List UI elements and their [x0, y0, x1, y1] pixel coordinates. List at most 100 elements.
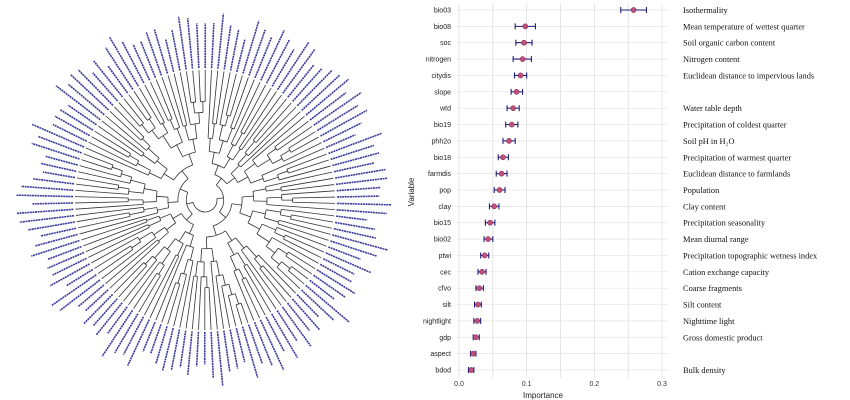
tree-branch: [101, 237, 156, 280]
tree-arc: [145, 218, 148, 223]
tree-arc: [186, 244, 194, 248]
tree-leaf-label-mark: [259, 319, 285, 371]
tree-leaf-label-mark: [229, 29, 240, 71]
tree-branch: [279, 165, 331, 181]
tree-leaf-label-mark: [92, 298, 118, 327]
tree-arc: [274, 146, 278, 151]
tree-branch: [141, 124, 149, 134]
tree-branch: [215, 275, 224, 329]
tree-branch: [186, 213, 193, 221]
tree-leaf-label-mark: [292, 67, 323, 102]
tree-branch: [230, 77, 249, 128]
tree-branch: [149, 172, 162, 179]
tree-arc: [190, 101, 196, 104]
tree-arc: [167, 197, 170, 208]
tree-branch: [241, 94, 282, 151]
tree-leaf-label-mark: [170, 329, 181, 371]
tree-arc: [265, 186, 267, 192]
tree-arc: [194, 112, 204, 114]
tree-branch: [177, 243, 184, 256]
tree-branch: [264, 217, 279, 223]
tree-arc: [259, 265, 264, 269]
tree-leaf-label-mark: [16, 194, 74, 198]
tree-arc: [181, 272, 187, 275]
tree-leaf-label-mark: [67, 83, 105, 116]
tree-arc: [128, 188, 130, 195]
tree-arc: [139, 122, 144, 127]
tree-arc: [252, 159, 258, 168]
tree-leaf-label-mark: [217, 13, 225, 69]
tree-branch: [237, 153, 248, 165]
tree-arc: [140, 136, 145, 141]
tree-leaf-label-mark: [139, 40, 157, 78]
tree-arc: [156, 207, 159, 213]
tree-arc: [158, 132, 168, 140]
tree-branch: [76, 177, 119, 186]
importance-point: [470, 350, 477, 357]
tree-branch: [234, 293, 239, 305]
tree-leaf-label-mark: [216, 331, 224, 387]
tree-branch: [184, 125, 190, 141]
tree-branch: [198, 112, 200, 124]
tree-branch: [266, 204, 335, 211]
tree-branch: [186, 202, 194, 205]
tree-branch: [180, 188, 189, 193]
tree-branch: [288, 270, 305, 285]
tree-leaf-label-mark: [52, 257, 87, 276]
tree-branch: [285, 255, 313, 275]
tree-branch: [128, 94, 148, 121]
tree-branch: [261, 147, 325, 176]
importance-point: [485, 236, 491, 242]
tree-leaf-label-mark: [265, 316, 285, 352]
tree-arc: [135, 160, 140, 167]
tree-arc: [241, 245, 247, 251]
tree-leaf-label-mark: [254, 36, 273, 79]
tree-leaf-label-mark: [309, 91, 347, 121]
tree-leaf-label-mark: [336, 208, 387, 215]
tree-leaf-label-mark: [126, 319, 150, 366]
tree-branch: [280, 149, 291, 157]
tree-arc: [146, 145, 151, 151]
variable-code-label: aspect: [430, 351, 451, 358]
tree-branch: [76, 212, 130, 223]
tree-branch: [77, 216, 131, 229]
tree-branch: [264, 176, 279, 183]
tree-leaf-label-mark: [19, 214, 75, 224]
tree-branch: [150, 81, 169, 121]
x-tick-label: 0.3: [657, 381, 667, 388]
tree-leaf-label-mark: [104, 47, 134, 90]
x-axis-title: Importance: [523, 391, 564, 400]
tree-branch: [129, 155, 140, 162]
tree-branch: [265, 171, 333, 188]
tree-arc: [285, 251, 289, 257]
tree-leaf-label-mark: [107, 65, 129, 94]
tree-leaf-label-mark: [195, 331, 200, 367]
tree-arc: [170, 141, 183, 149]
tree-branch: [192, 102, 195, 114]
tree-leaf-label-mark: [322, 257, 355, 275]
tree-leaf-label-mark: [164, 39, 175, 72]
tree-branch: [75, 189, 129, 195]
tree-arc: [170, 213, 176, 223]
tree-branch: [192, 139, 196, 153]
tree-branch: [158, 264, 165, 275]
tree-leaf-label-mark: [59, 279, 101, 312]
tree-branch: [195, 261, 198, 277]
tree-branch: [229, 75, 243, 117]
tree-branch: [278, 219, 331, 235]
tree-branch: [162, 123, 169, 134]
tree-branch: [75, 183, 119, 190]
tree-branch: [94, 130, 131, 154]
tree-leaf-label-mark: [51, 274, 97, 306]
tree-branch: [216, 260, 220, 276]
tree-leaf-label-mark: [55, 85, 101, 121]
tree-arc: [261, 175, 265, 182]
importance-point: [475, 301, 481, 308]
tree-arc: [183, 125, 187, 127]
tree-arc: [185, 231, 194, 236]
tree-leaf-label-mark: [154, 326, 168, 365]
tree-leaf-label-mark: [276, 41, 310, 91]
tree-arc: [266, 154, 273, 164]
tree-branch: [238, 91, 277, 149]
tree-branch: [218, 125, 223, 140]
